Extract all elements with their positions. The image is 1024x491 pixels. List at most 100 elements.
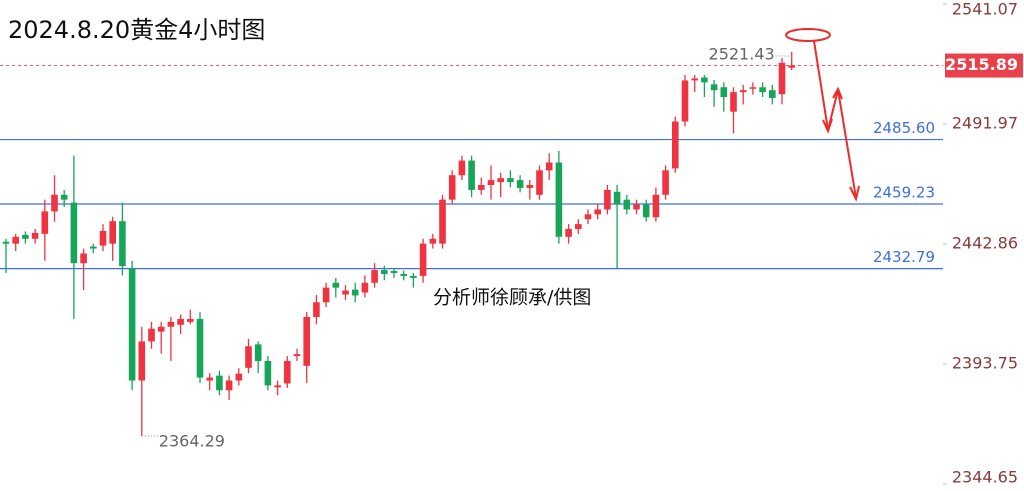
candle-body xyxy=(371,270,378,283)
candle-body xyxy=(12,236,19,244)
candle-body xyxy=(584,214,592,220)
candle-body xyxy=(691,78,698,81)
candle-body xyxy=(235,373,243,381)
candle-body xyxy=(662,170,669,195)
candle-body xyxy=(51,194,58,212)
candle-body xyxy=(613,191,621,205)
candle-body xyxy=(254,344,262,361)
candle-body xyxy=(545,162,553,171)
y-tick-label: 2541.07 xyxy=(952,0,1018,19)
candle-body xyxy=(157,326,165,332)
candle-body xyxy=(90,246,97,249)
candle-body xyxy=(245,346,252,368)
candle-body xyxy=(148,328,155,342)
candle-body xyxy=(119,221,126,267)
candle-body xyxy=(526,185,534,188)
candle-body xyxy=(478,185,485,190)
candle-body xyxy=(41,211,49,234)
candle-body xyxy=(652,194,660,218)
candle-body xyxy=(303,316,310,366)
candle-body xyxy=(410,275,417,278)
candle-body xyxy=(351,289,359,296)
candle-body xyxy=(196,318,204,378)
candle-body xyxy=(701,77,708,83)
candle-body xyxy=(497,178,504,183)
high-label: 2521.43 xyxy=(709,44,775,63)
y-tick-label: 2393.75 xyxy=(952,354,1018,373)
candle-body xyxy=(177,318,184,325)
candle-body xyxy=(769,90,776,99)
candle-body xyxy=(507,178,514,183)
candle-body xyxy=(565,228,572,237)
candle-body xyxy=(555,162,563,237)
candle-body xyxy=(206,377,213,381)
candle-body xyxy=(187,318,194,322)
last-price-label: 2515.89 xyxy=(945,55,1018,74)
candle-body xyxy=(642,204,650,218)
arrow-head xyxy=(822,118,833,134)
level-label: 2485.60 xyxy=(873,119,935,137)
candle-body xyxy=(361,282,369,293)
arrow-head xyxy=(849,185,860,202)
candle-body xyxy=(759,87,766,93)
candle-body xyxy=(749,87,757,89)
candle-body xyxy=(381,270,388,274)
low-label: 2364.29 xyxy=(159,432,225,451)
candle-body xyxy=(400,273,407,276)
candle-body xyxy=(342,290,349,295)
candle-body xyxy=(710,84,718,91)
projection-path xyxy=(813,40,857,199)
candle-body xyxy=(458,160,466,176)
candle-body xyxy=(575,224,582,229)
candle-body xyxy=(109,221,116,244)
candle-body xyxy=(468,160,475,190)
candle-body xyxy=(516,180,524,188)
candle-body xyxy=(284,360,291,384)
candle-body xyxy=(293,354,301,357)
candle-body xyxy=(80,253,87,264)
watermark: 分析师徐顾承/供图 xyxy=(433,287,591,309)
candle-body xyxy=(623,199,631,210)
candle-body xyxy=(594,209,601,215)
candle-body xyxy=(332,282,340,288)
candle-body xyxy=(672,121,679,169)
candle-body xyxy=(128,268,136,381)
candle-body xyxy=(22,234,29,239)
y-tick-label: 2442.86 xyxy=(952,234,1018,253)
candle-body xyxy=(274,385,281,388)
candle-body xyxy=(448,175,456,200)
candle-body xyxy=(390,271,398,273)
candle-body xyxy=(778,62,786,95)
candle-body xyxy=(60,194,68,200)
candle-body xyxy=(99,230,107,246)
candle-body xyxy=(439,199,446,244)
arrow-head xyxy=(832,86,843,100)
candle-body xyxy=(225,380,233,391)
candle-body xyxy=(429,238,437,244)
candle-body xyxy=(313,302,320,317)
candle-body xyxy=(681,80,689,122)
candle-body xyxy=(739,90,747,93)
projection-drawing xyxy=(785,28,860,202)
candle-body xyxy=(322,287,330,303)
level-label: 2432.79 xyxy=(873,248,935,266)
candle-body xyxy=(730,92,737,112)
y-tick-label: 2344.65 xyxy=(952,468,1018,487)
candle-body xyxy=(2,241,10,244)
candle-body xyxy=(167,321,175,327)
candle-body xyxy=(536,170,543,195)
candle-body xyxy=(70,202,78,264)
chart-title: 2024.8.20黄金4小时图 xyxy=(8,16,265,44)
last-price-tag xyxy=(945,53,1023,78)
highlight-ellipse xyxy=(785,28,831,42)
candle-body xyxy=(138,341,146,381)
y-tick-label: 2491.97 xyxy=(952,113,1018,132)
candle-body xyxy=(31,232,39,239)
candle-body xyxy=(264,360,272,386)
candle-body xyxy=(633,204,640,210)
candle-body xyxy=(604,189,611,210)
candle-body xyxy=(720,87,728,98)
candle-body xyxy=(487,180,495,186)
candle-body xyxy=(419,243,427,276)
